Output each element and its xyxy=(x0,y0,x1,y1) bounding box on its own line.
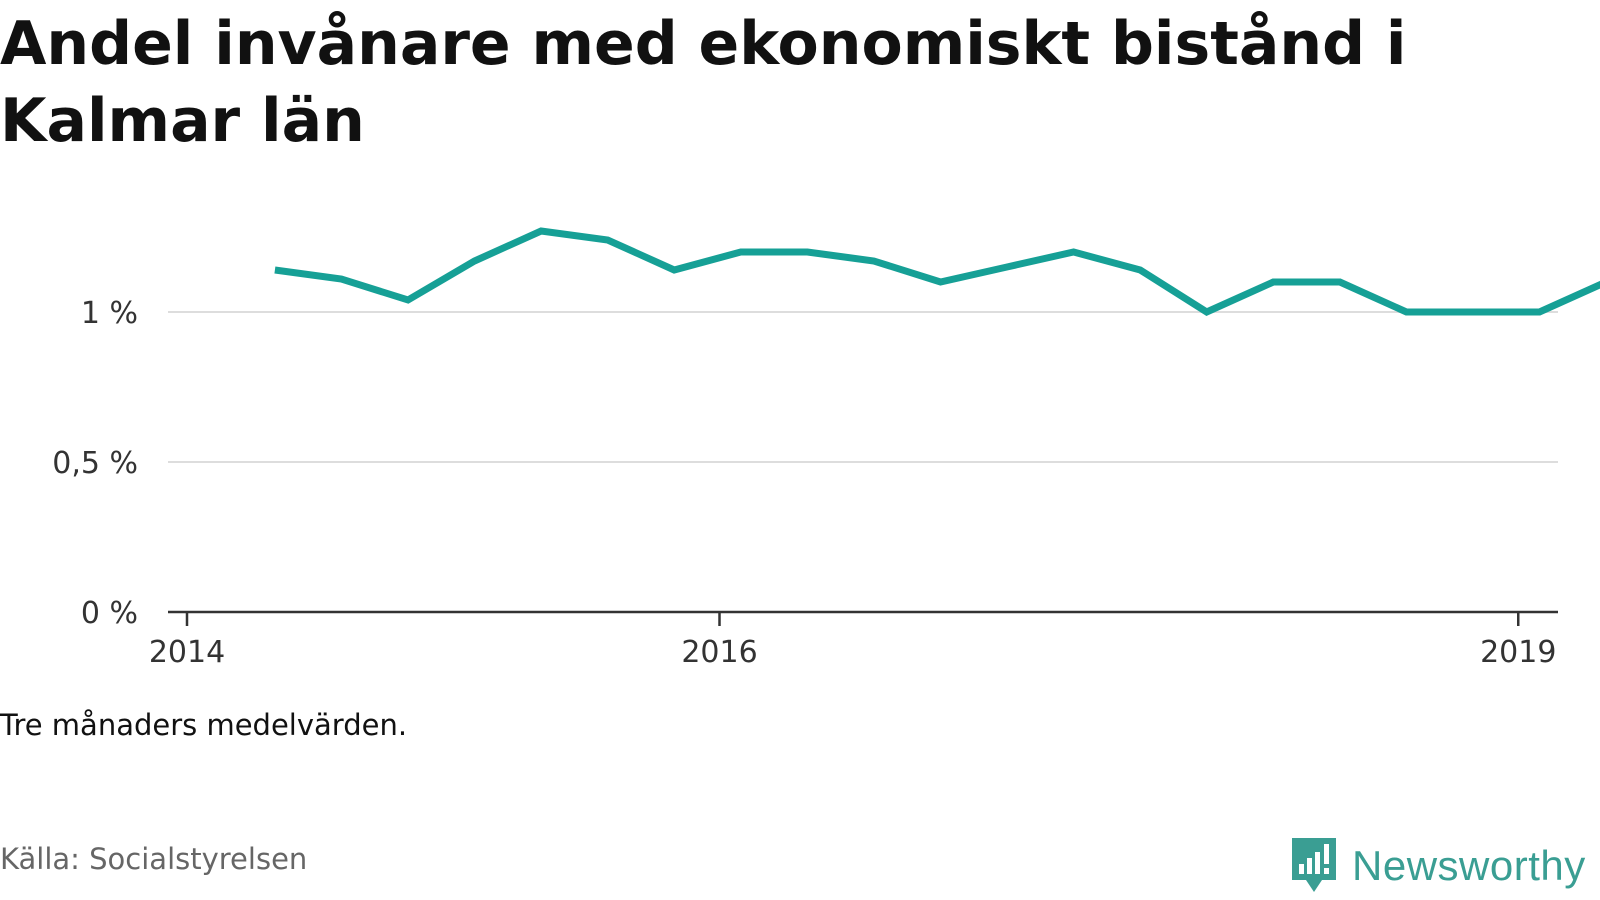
grid-lines xyxy=(168,311,1558,463)
series-line xyxy=(274,227,1600,316)
y-tick-label: 1 % xyxy=(81,296,138,331)
chart-note: Tre månaders medelvärden. xyxy=(0,708,408,742)
brand-logo[interactable]: Newsworthy xyxy=(1290,836,1586,896)
x-tick-label: 2014 xyxy=(149,635,225,670)
chart-title: Andel invånare med ekonomiskt bistånd i … xyxy=(0,9,1407,156)
source-text: Källa: Socialstyrelsen xyxy=(0,842,308,876)
x-tick-label: 2019 xyxy=(1480,635,1556,670)
y-axis-ticks: 0 % 0,5 % 1 % xyxy=(52,296,138,631)
x-tick-label: 2016 xyxy=(681,635,757,670)
y-tick-label: 0,5 % xyxy=(52,446,138,481)
line-chart: 0 %0,5 %1 % 20142016201920212023 xyxy=(52,227,1600,670)
x-axis: 20142016201920212023 xyxy=(149,610,1558,670)
brand-name: Newsworthy xyxy=(1352,842,1586,889)
series-group xyxy=(274,227,1600,316)
y-tick-label: 0 % xyxy=(81,596,138,631)
newsworthy-logo-icon xyxy=(1292,838,1336,892)
